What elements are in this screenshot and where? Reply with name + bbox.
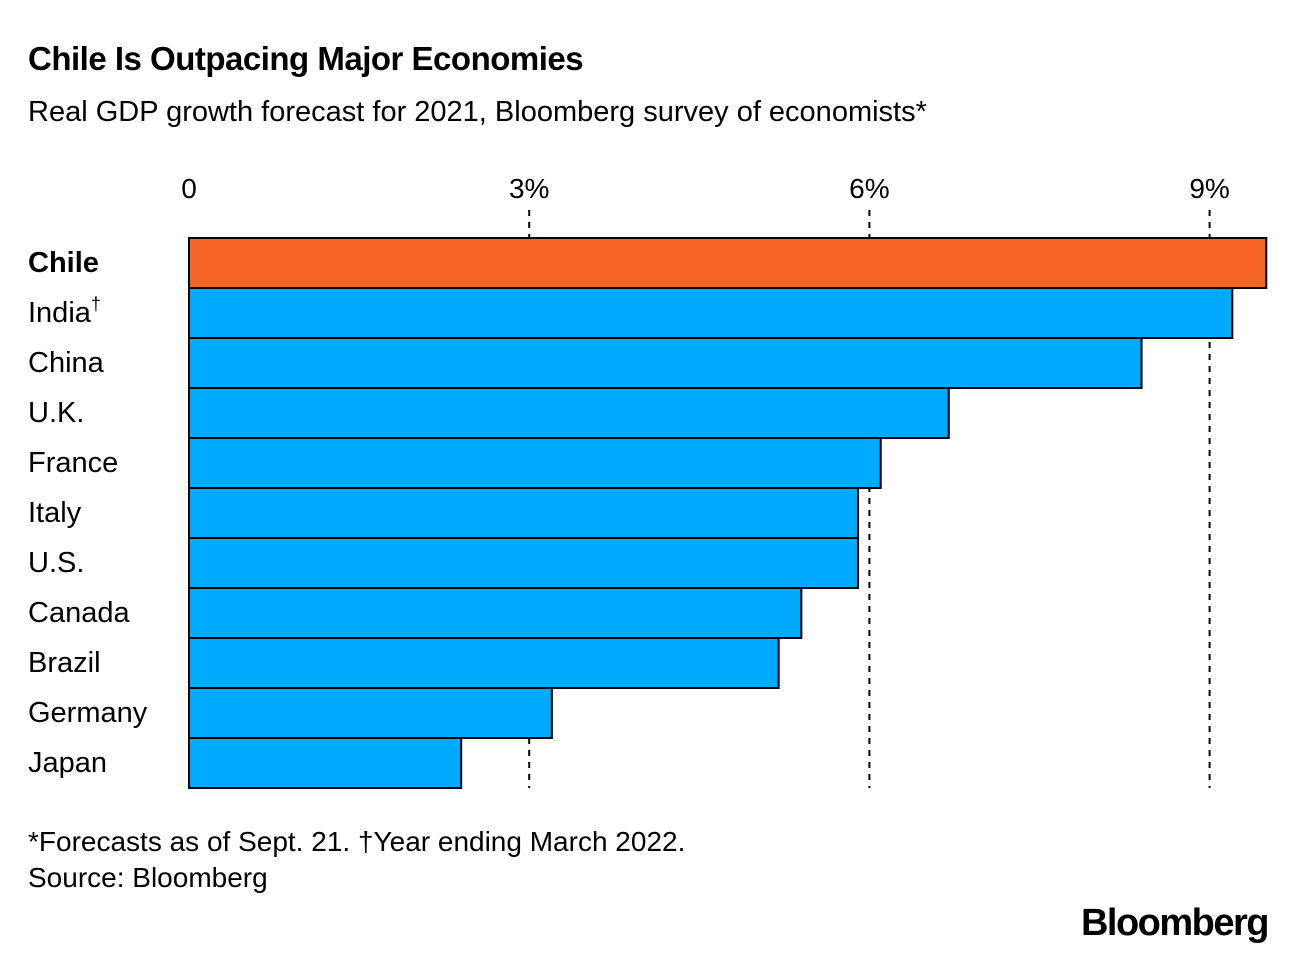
category-label: U.S.: [28, 547, 84, 579]
category-labels: Chile India† China U.K. France Italy U.S. Canad…: [28, 247, 148, 779]
bar-brazil: [188, 637, 780, 689]
category-label: India†: [28, 294, 101, 329]
bar-japan: [188, 737, 463, 789]
x-tick-label: 9%: [1189, 173, 1229, 204]
bar-china: [188, 337, 1143, 389]
bar-italy: [188, 487, 860, 539]
bar-germany: [188, 687, 553, 739]
footnote-source: Source: Bloomberg: [28, 862, 268, 893]
x-tick-label: 0: [181, 173, 197, 204]
bar-chart: 0 3% 6% 9% Chile India† China U.K. France Italy U…: [28, 173, 1268, 789]
category-label: Germany: [28, 697, 148, 729]
bar-uk: [188, 387, 950, 439]
chart-title: Chile Is Outpacing Major Economies: [28, 40, 584, 77]
category-label: Chile: [28, 247, 99, 279]
bar-india: [188, 287, 1234, 339]
bar-chile: [188, 237, 1268, 289]
bar-canada: [188, 587, 803, 639]
bar-us: [188, 537, 860, 589]
footnotes: *Forecasts as of Sept. 21. †Year ending …: [28, 824, 685, 896]
footnote-forecast: *Forecasts as of Sept. 21. †Year ending …: [28, 826, 686, 857]
x-tick-label: 3%: [509, 173, 549, 204]
category-label: U.K.: [28, 397, 84, 429]
category-label: Canada: [28, 597, 130, 629]
bars: [188, 237, 1268, 789]
chart-subtitle: Real GDP growth forecast for 2021, Bloom…: [28, 96, 927, 128]
category-label: China: [28, 347, 105, 379]
category-label: Brazil: [28, 647, 101, 679]
category-label: Japan: [28, 747, 107, 779]
category-label: France: [28, 447, 118, 479]
category-label: Italy: [28, 497, 82, 529]
bar-france: [188, 437, 882, 489]
bloomberg-logo: Bloomberg: [1080, 902, 1270, 944]
x-axis-ticks: 0 3% 6% 9%: [181, 173, 1230, 204]
x-tick-label: 6%: [849, 173, 889, 204]
footnote-mark: †: [91, 294, 101, 314]
